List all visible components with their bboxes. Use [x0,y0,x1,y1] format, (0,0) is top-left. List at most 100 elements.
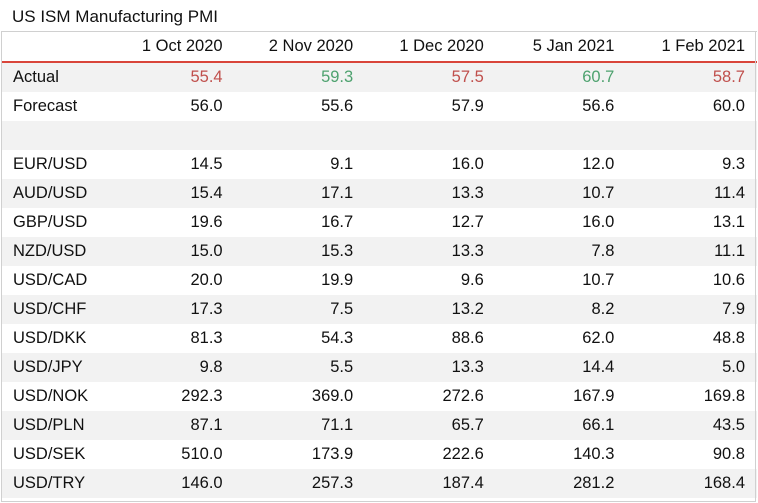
cell-value: 14.5 [190,155,223,173]
row-label: USD/JPY [13,358,83,376]
row-label: Forecast [13,97,78,115]
forecast-value: 56.0 [190,97,223,115]
cell-value: 15.0 [190,242,223,260]
column-header: 2 Nov 2020 [268,37,354,55]
cell-value: 7.5 [330,300,354,318]
cell-value: 9.8 [199,358,223,376]
cell-value: 87.1 [190,416,223,434]
table-row: USD/NOK 292.3 369.0 272.6 167.9 169.8 [2,382,757,411]
cell-value: 292.3 [181,387,223,405]
cell-value: 369.0 [311,387,354,405]
cell-value: 5.0 [722,358,745,376]
cell-value: 13.3 [451,184,484,202]
cell-value: 11.1 [714,242,745,260]
table-row: EUR/USD 14.5 9.1 16.0 12.0 9.3 [2,150,757,179]
cell-value: 12.7 [451,213,484,231]
forecast-value: 55.6 [321,97,354,115]
row-label: USD/PLN [13,416,85,434]
row-label: NZD/USD [13,242,87,260]
column-header: 5 Jan 2021 [532,37,615,55]
forecast-value: 57.9 [451,97,484,115]
cell-value: 13.3 [451,242,484,260]
cell-value: 140.3 [573,445,615,463]
pmi-fx-table: 1 Oct 2020 2 Nov 2020 1 Dec 2020 5 Jan 2… [2,31,757,498]
cell-value: 9.1 [330,155,354,173]
cell-value: 222.6 [442,445,484,463]
row-label: USD/CHF [13,300,87,318]
row-label: EUR/USD [13,155,88,173]
cell-value: 19.9 [321,271,354,289]
cell-value: 11.4 [714,184,745,202]
column-header: 1 Dec 2020 [399,37,484,55]
cell-value: 7.9 [722,300,745,318]
cell-value: 9.6 [460,271,484,289]
cell-value: 13.1 [712,213,745,231]
column-header: 1 Feb 2021 [661,37,745,55]
row-label: Actual [13,68,59,86]
cell-value: 146.0 [181,474,223,492]
row-label: GBP/USD [13,213,88,231]
cell-value: 173.9 [311,445,354,463]
header-corner-cell [2,32,104,63]
cell-value: 81.3 [190,329,223,347]
cell-value: 16.7 [321,213,354,231]
cell-value: 71.1 [321,416,354,434]
cell-value: 15.4 [190,184,223,202]
cell-value: 257.3 [311,474,354,492]
column-header: 1 Oct 2020 [141,37,223,55]
cell-value: 65.7 [451,416,484,434]
table-row: USD/TRY 146.0 257.3 187.4 281.2 168.4 [2,469,757,498]
header-row: 1 Oct 2020 2 Nov 2020 1 Dec 2020 5 Jan 2… [2,31,757,63]
forecast-row: Forecast 56.0 55.6 57.9 56.6 60.0 [2,92,757,121]
cell-value: 19.6 [190,213,223,231]
cell-value: 10.7 [582,184,615,202]
cell-value: 10.6 [712,271,745,289]
spacer-row [2,121,757,150]
cell-value: 5.5 [330,358,354,376]
cell-value: 90.8 [712,445,745,463]
cell-value: 13.3 [451,358,484,376]
table-row: USD/CHF 17.3 7.5 13.2 8.2 7.9 [2,295,757,324]
actual-value: 57.5 [451,68,484,86]
cell-value: 54.3 [321,329,354,347]
row-label: USD/SEK [13,445,86,463]
cell-value: 510.0 [181,445,223,463]
cell-value: 13.2 [451,300,484,318]
row-label: USD/CAD [13,271,88,289]
cell-value: 48.8 [712,329,745,347]
row-label: USD/TRY [13,474,86,492]
cell-value: 8.2 [591,300,615,318]
cell-value: 14.4 [582,358,615,376]
spacer-cell [2,121,757,150]
cell-value: 169.8 [703,387,745,405]
table-row: NZD/USD 15.0 15.3 13.3 7.8 11.1 [2,237,757,266]
row-label: USD/NOK [13,387,89,405]
cell-value: 16.0 [451,155,484,173]
table-row: USD/SEK 510.0 173.9 222.6 140.3 90.8 [2,440,757,469]
actual-row: Actual 55.4 59.3 57.5 60.7 58.7 [2,62,757,92]
cell-value: 16.0 [582,213,615,231]
cell-value: 17.3 [190,300,223,318]
table-title: US ISM Manufacturing PMI [12,7,218,26]
actual-value: 59.3 [321,68,354,86]
actual-value: 58.7 [712,68,745,86]
table-row: GBP/USD 19.6 16.7 12.7 16.0 13.1 [2,208,757,237]
cell-value: 43.5 [712,416,745,434]
table-row: USD/DKK 81.3 54.3 88.6 62.0 48.8 [2,324,757,353]
cell-value: 167.9 [573,387,615,405]
cell-value: 281.2 [573,474,615,492]
table-row: USD/CAD 20.0 19.9 9.6 10.7 10.6 [2,266,757,295]
forecast-value: 60.0 [712,97,745,115]
cell-value: 20.0 [190,271,223,289]
table-row: USD/JPY 9.8 5.5 13.3 14.4 5.0 [2,353,757,382]
cell-value: 7.8 [591,242,615,260]
cell-value: 10.7 [582,271,615,289]
cell-value: 17.1 [321,184,354,202]
cell-value: 187.4 [442,474,484,492]
table-row: AUD/USD 15.4 17.1 13.3 10.7 11.4 [2,179,757,208]
actual-value: 60.7 [582,68,615,86]
cell-value: 9.3 [722,155,745,173]
table-row: USD/PLN 87.1 71.1 65.7 66.1 43.5 [2,411,757,440]
cell-value: 12.0 [582,155,615,173]
